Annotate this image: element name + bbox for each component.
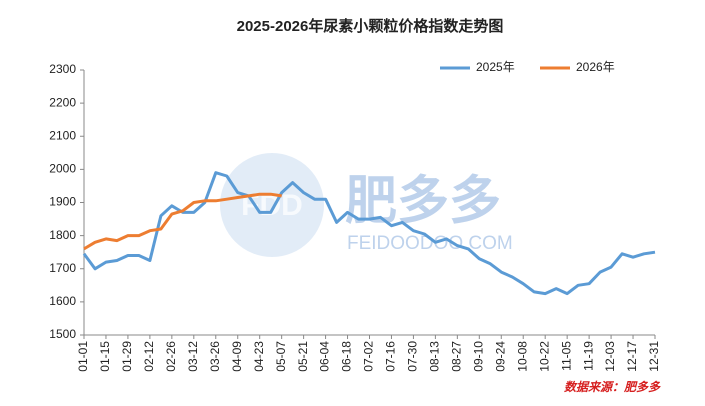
x-tick-label: 11-19 [581,341,595,371]
x-tick-label: 06-18 [340,341,354,372]
x-tick-label: 01-15 [98,341,112,372]
watermark-site: FEIDOODOO.COM [347,233,513,254]
x-tick-label: 07-02 [362,341,376,372]
x-tick-label: 05-07 [274,341,288,372]
y-tick-label: 1800 [49,228,76,242]
watermark: FDD 肥多多 FEIDOODOO.COM [220,153,513,257]
legend-label: 2026年 [576,60,615,74]
chart-title: 2025-2026年尿素小颗粒价格指数走势图 [237,17,504,35]
x-tick-label: 02-12 [142,341,156,372]
x-tick-label: 12-31 [647,341,661,372]
x-tick-label: 12-17 [625,341,639,372]
x-tick-label: 10-08 [515,341,529,372]
x-tick-label: 03-26 [208,341,222,372]
x-tick-label: 04-09 [230,341,244,372]
y-tick-label: 1700 [49,261,76,275]
x-tick-label: 02-26 [164,341,178,372]
series-line [83,192,282,251]
x-tick-label: 05-21 [296,341,310,372]
y-tick-label: 2300 [49,62,76,76]
legend-label: 2025年 [476,60,515,74]
y-tick-label: 2000 [49,162,76,176]
y-tick-label: 2200 [49,95,76,109]
x-tick-label: 07-16 [384,341,398,372]
x-tick-label: 04-23 [252,341,266,372]
x-tick-label: 11-05 [559,341,573,371]
x-tick-label: 06-04 [318,341,332,372]
x-tick-label: 09-10 [471,341,485,372]
x-tick-label: 03-12 [186,341,200,372]
y-tick-label: 1900 [49,195,76,209]
x-tick-label: 01-29 [120,341,134,372]
x-tick-label: 08-27 [450,341,464,372]
watermark-brand: 肥多多 [345,173,501,231]
source-note: 数据来源：肥多多 [564,380,661,394]
x-tick-label: 12-03 [603,341,617,372]
y-tick-label: 1600 [49,294,76,308]
x-tick-label: 10-22 [537,341,551,372]
x-tick-label: 07-30 [406,341,420,372]
y-tick-label: 2100 [49,128,76,142]
x-tick-label: 01-01 [76,341,90,372]
y-tick-label: 1500 [49,327,76,341]
watermark-logo [220,153,324,257]
series-line [82,171,656,296]
x-tick-label: 08-13 [428,341,442,372]
x-tick-label: 09-24 [493,341,507,372]
